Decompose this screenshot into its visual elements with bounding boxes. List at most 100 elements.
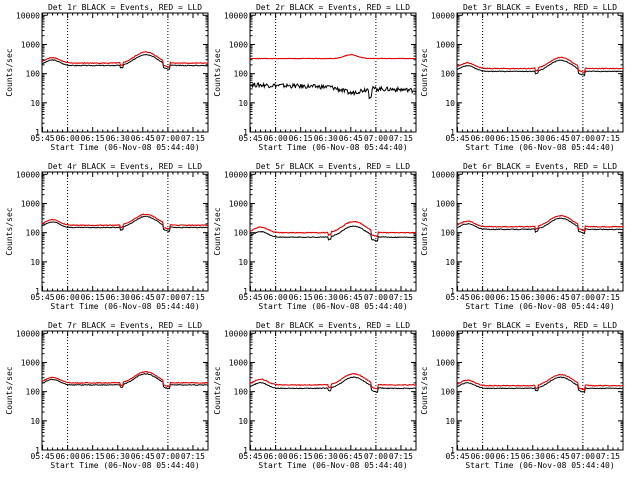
x-tick-label: 07:00 [156, 452, 180, 461]
y-tick-label: 10 [238, 99, 248, 108]
series-line-events [456, 376, 623, 394]
x-axis-label: Start Time (06-Nov-08 05:44:40) [50, 302, 199, 311]
chart-panel-4: Det 4r BLACK = Events, RED = LLD 1 10 100 10… [5, 162, 209, 311]
series-line-events [41, 215, 209, 233]
x-tick-label: 07:15 [389, 293, 413, 302]
y-tick-label: 1 [35, 128, 40, 137]
x-tick-label: 06:30 [521, 134, 545, 143]
x-tick-label: 07:00 [156, 134, 180, 143]
x-tick-label: 06:45 [339, 293, 363, 302]
y-tick-label: 10 [445, 99, 455, 108]
x-tick-label: 06:45 [339, 134, 363, 143]
x-tick-label: 07:00 [364, 134, 388, 143]
y-tick-label: 10 [30, 258, 40, 267]
x-tick-label: 06:00 [471, 293, 495, 302]
x-tick-label: 07:15 [389, 452, 413, 461]
y-tick-label: 10000 [224, 329, 248, 338]
y-tick-label: 10 [238, 417, 248, 426]
y-tick-label: 100 [26, 229, 41, 238]
x-tick-label: 05:45 [446, 134, 470, 143]
x-tick-label: 06:15 [289, 452, 313, 461]
x-tick-label: 05:45 [446, 452, 470, 461]
x-tick-label: 07:15 [596, 134, 620, 143]
x-tick-label: 06:00 [264, 134, 288, 143]
x-tick-label: 06:30 [314, 452, 338, 461]
y-tick-label: 10000 [431, 170, 455, 179]
x-axis-label: Start Time (06-Nov-08 05:44:40) [50, 461, 199, 470]
panel-frame [249, 12, 417, 133]
panel-title: Det 5r BLACK = Events, RED = LLD [256, 162, 410, 171]
y-tick-label: 1 [243, 287, 248, 296]
x-tick-label: 07:00 [571, 134, 595, 143]
x-axis-label: Start Time (06-Nov-08 05:44:40) [258, 461, 407, 470]
panel-title: Det 7r BLACK = Events, RED = LLD [48, 321, 202, 330]
series-line-events [457, 217, 624, 235]
series-line-events [41, 372, 209, 390]
y-tick-label: 100 [234, 388, 249, 397]
x-tick-label: 06:15 [496, 452, 520, 461]
panel-title: Det 4r BLACK = Events, RED = LLD [48, 162, 202, 171]
x-tick-label: 06:15 [81, 452, 105, 461]
series-line-lld [41, 370, 209, 388]
x-tick-label: 07:15 [181, 134, 205, 143]
x-tick-label: 07:00 [571, 452, 595, 461]
panel-frame [249, 171, 417, 292]
panel-title: Det 6r BLACK = Events, RED = LLD [463, 162, 617, 171]
y-tick-label: 1000 [436, 358, 455, 367]
y-tick-label: 1000 [229, 358, 248, 367]
x-tick-label: 06:30 [314, 134, 338, 143]
x-tick-label: 06:45 [131, 293, 155, 302]
y-tick-label: 10 [30, 99, 40, 108]
x-tick-label: 06:15 [289, 293, 313, 302]
y-tick-label: 100 [26, 388, 41, 397]
y-axis-label: Counts/sec [213, 366, 222, 414]
series-line-lld [456, 373, 624, 391]
x-tick-label: 07:15 [181, 293, 205, 302]
x-tick-label: 07:00 [364, 452, 388, 461]
y-tick-label: 10 [238, 258, 248, 267]
series-line-events [41, 53, 209, 70]
y-tick-label: 100 [26, 70, 41, 79]
chart-panel-8: Det 8r BLACK = Events, RED = LLD 1 10 100 10… [213, 321, 417, 470]
y-tick-label: 100 [441, 388, 456, 397]
y-tick-label: 10000 [16, 170, 40, 179]
x-tick-label: 05:45 [31, 293, 55, 302]
panel-frame [41, 330, 209, 451]
panel-frame [249, 330, 417, 451]
x-tick-label: 07:00 [571, 293, 595, 302]
panel-title: Det 9r BLACK = Events, RED = LLD [463, 321, 617, 330]
x-tick-label: 06:45 [546, 452, 570, 461]
x-tick-label: 07:00 [364, 293, 388, 302]
x-tick-label: 07:15 [389, 134, 413, 143]
x-tick-label: 07:00 [156, 293, 180, 302]
y-tick-label: 10000 [431, 11, 455, 20]
panel-frame [41, 171, 209, 292]
series-line-lld [456, 56, 624, 74]
y-tick-label: 1 [35, 287, 40, 296]
x-axis-label: Start Time (06-Nov-08 05:44:40) [258, 302, 407, 311]
series-line-lld [249, 54, 417, 60]
x-tick-label: 07:15 [596, 293, 620, 302]
y-axis-label: Counts/sec [420, 48, 429, 96]
x-tick-label: 06:15 [496, 293, 520, 302]
y-tick-label: 1 [450, 128, 455, 137]
chart-panel-1: Det 1r BLACK = Events, RED = LLD 1 10 100 10… [5, 3, 209, 152]
y-tick-label: 10000 [16, 329, 40, 338]
panel-title: Det 3r BLACK = Events, RED = LLD [463, 3, 617, 12]
x-tick-label: 07:15 [596, 452, 620, 461]
y-tick-label: 10000 [224, 11, 248, 20]
x-tick-label: 06:45 [546, 134, 570, 143]
series-line-lld [41, 51, 209, 68]
y-tick-label: 100 [234, 229, 249, 238]
y-tick-label: 10000 [431, 329, 455, 338]
x-axis-label: Start Time (06-Nov-08 05:44:40) [50, 143, 199, 152]
x-tick-label: 05:45 [31, 452, 55, 461]
x-tick-label: 05:45 [239, 452, 263, 461]
x-tick-label: 07:15 [181, 452, 205, 461]
y-tick-label: 10000 [16, 11, 40, 20]
x-tick-label: 06:00 [471, 134, 495, 143]
panel-frame [456, 330, 624, 451]
x-tick-label: 06:00 [264, 452, 288, 461]
y-tick-label: 1 [243, 446, 248, 455]
